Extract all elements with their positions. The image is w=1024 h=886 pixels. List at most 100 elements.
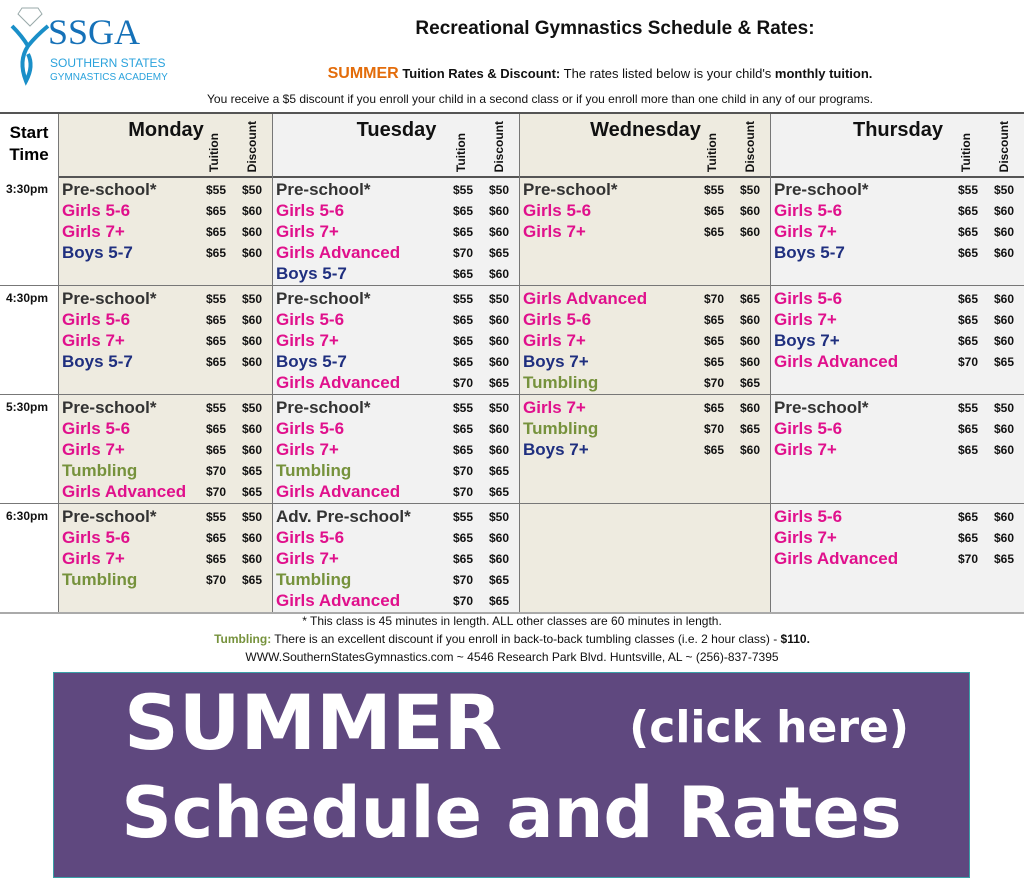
tuition-price: $55	[453, 510, 474, 524]
class-name: Girls Advanced	[276, 591, 401, 610]
time-label: 6:30pm	[6, 509, 49, 523]
discount-price: $50	[242, 292, 263, 306]
class-name: Tumbling	[276, 461, 352, 480]
class-name: Boys 5-7	[276, 352, 347, 371]
discount-price: $65	[740, 292, 761, 306]
discount-price: $65	[489, 594, 510, 608]
footnote: * This class is 45 minutes in length. AL…	[302, 614, 722, 628]
time-label: 5:30pm	[6, 400, 49, 414]
class-name: Pre-school*	[774, 180, 869, 199]
discount-price: $60	[740, 204, 761, 218]
tuition-price: $65	[453, 334, 474, 348]
class-name: Girls 5-6	[774, 289, 843, 308]
discount-price: $60	[489, 225, 510, 239]
tuition-price: $65	[206, 225, 227, 239]
discount-price: $65	[740, 376, 761, 390]
class-name: Girls 7+	[276, 331, 339, 350]
day-header: Wednesday Tuition Discount	[520, 114, 771, 178]
discount-price: $60	[242, 552, 263, 566]
class-name: Girls 7+	[523, 222, 586, 241]
tuition-price: $70	[704, 422, 725, 436]
tuition-price: $55	[453, 183, 474, 197]
class-name: Girls 5-6	[276, 310, 345, 329]
discount-price: $60	[740, 401, 761, 415]
discount-price: $60	[994, 510, 1015, 524]
discount-price: $60	[994, 225, 1015, 239]
class-name: Girls Advanced	[774, 352, 899, 371]
tuition-price: $65	[704, 204, 725, 218]
class-name: Pre-school*	[276, 398, 371, 417]
class-name: Boys 5-7	[62, 243, 133, 262]
contact-line: WWW.SouthernStatesGymnastics.com ~ 4546 …	[245, 650, 779, 664]
class-name: Pre-school*	[276, 289, 371, 308]
tuition-header: Tuition	[705, 132, 719, 172]
day-name: Tuesday	[356, 119, 437, 141]
tuition-price: $55	[206, 183, 227, 197]
discount-price: $60	[489, 334, 510, 348]
class-name: Girls 7+	[774, 528, 837, 547]
class-name: Girls 7+	[62, 222, 125, 241]
start-time-header: Start Time	[9, 123, 49, 164]
tuition-price: $65	[958, 531, 979, 545]
class-name: Girls 7+	[774, 222, 837, 241]
discount-price: $60	[242, 531, 263, 545]
tuition-price: $55	[206, 292, 227, 306]
class-name: Girls 7+	[276, 440, 339, 459]
overlay-line3: (click here)	[629, 702, 909, 753]
discount-price: $65	[740, 422, 761, 436]
day-header: Tuesday Tuition Discount	[273, 114, 520, 178]
tuition-price: $65	[206, 334, 227, 348]
tuition-price: $55	[453, 401, 474, 415]
discount-price: $60	[242, 225, 263, 239]
tuition-price: $70	[453, 485, 474, 499]
tuition-header: Tuition	[454, 132, 468, 172]
discount-line: You receive a $5 discount if you enroll …	[207, 92, 873, 106]
class-name: Girls 5-6	[276, 201, 345, 220]
class-name: Girls 5-6	[774, 201, 843, 220]
discount-price: $60	[489, 267, 510, 281]
class-name: Girls 7+	[276, 549, 339, 568]
discount-price: $60	[242, 204, 263, 218]
discount-price: $65	[489, 573, 510, 587]
discount-price: $60	[740, 355, 761, 369]
discount-price: $65	[242, 485, 263, 499]
tuition-price: $65	[453, 443, 474, 457]
day-column-tuesday: Tuesday Tuition Discount	[272, 114, 520, 612]
summer-schedule-link-overlay[interactable]: SUMMER (click here) Schedule and Rates	[53, 672, 970, 878]
discount-header: Discount	[997, 120, 1011, 172]
discount-price: $65	[994, 552, 1015, 566]
class-name: Girls 5-6	[62, 419, 131, 438]
class-name: Girls 7+	[62, 331, 125, 350]
class-name: Girls 7+	[523, 331, 586, 350]
day-column-thursday: Thursday Tuition Discount	[770, 114, 1024, 612]
class-name: Girls 5-6	[523, 201, 592, 220]
discount-price: $60	[994, 204, 1015, 218]
tuition-price: $55	[453, 292, 474, 306]
class-name: Boys 5-7	[276, 264, 347, 283]
season-label: SUMMER	[327, 65, 399, 82]
class-name: Girls 5-6	[62, 310, 131, 329]
overlay-line2: Schedule and Rates	[121, 772, 902, 854]
class-name: Girls Advanced	[523, 289, 648, 308]
overlay-line1: SUMMER	[124, 678, 503, 767]
discount-price: $50	[994, 183, 1015, 197]
tuition-price: $65	[704, 401, 725, 415]
class-name: Girls 7+	[774, 310, 837, 329]
tuition-price: $55	[958, 401, 979, 415]
discount-price: $60	[489, 552, 510, 566]
class-name: Girls 7+	[774, 440, 837, 459]
tuition-price: $65	[704, 225, 725, 239]
tuition-price: $65	[453, 225, 474, 239]
tuition-price: $70	[453, 464, 474, 478]
discount-header: Discount	[492, 120, 506, 172]
tuition-text: The rates listed below is your child's	[560, 66, 775, 81]
tumbling-text: There is an excellent discount if you en…	[271, 632, 781, 646]
discount-price: $60	[740, 443, 761, 457]
class-name: Tumbling	[62, 461, 138, 480]
discount-price: $50	[740, 183, 761, 197]
discount-price: $50	[489, 510, 510, 524]
tuition-price: $65	[453, 204, 474, 218]
discount-price: $50	[489, 292, 510, 306]
class-name: Boys 7+	[523, 352, 589, 371]
class-name: Girls 5-6	[276, 528, 345, 547]
